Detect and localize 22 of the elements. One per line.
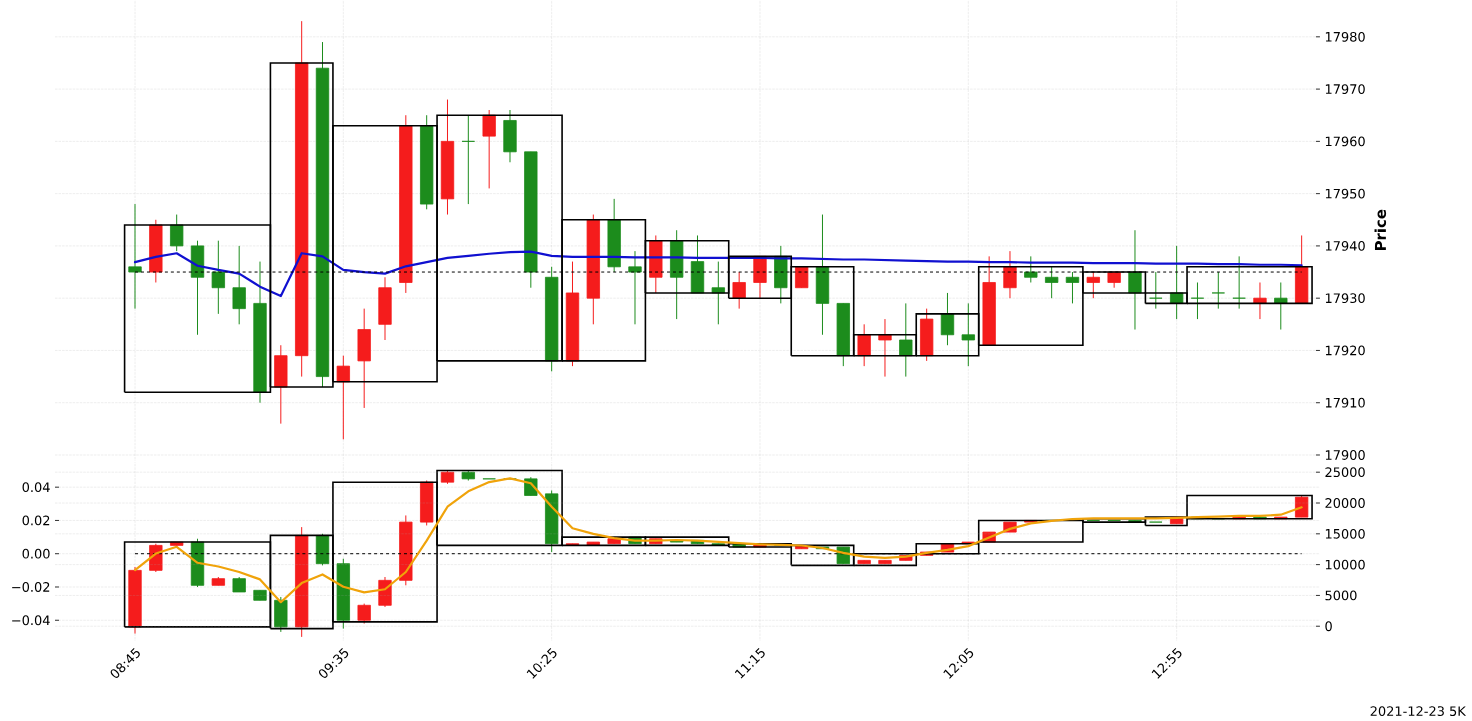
y-tick-label: 17940 <box>1325 240 1365 251</box>
y-tick-label: 0.04 <box>22 482 50 492</box>
text: 2021-12-23 5K <box>1370 706 1467 716</box>
y2-tick-label: 25000 <box>1325 467 1365 477</box>
y-tick-label: −0.04 <box>12 615 50 626</box>
y2-tick-label: 5000 <box>1325 590 1357 601</box>
y-tick-label: 17960 <box>1325 136 1365 147</box>
y-tick-label: 0.00 <box>22 548 50 559</box>
y2-tick-label: 15000 <box>1325 528 1365 539</box>
y-tick-label: 0.02 <box>22 515 50 526</box>
y-tick-label: 17980 <box>1325 31 1365 42</box>
y-tick-label: 17910 <box>1325 397 1365 408</box>
y-tick-label: 17900 <box>1325 449 1365 460</box>
y-tick-label: −0.02 <box>12 581 50 592</box>
y2-tick-label: 20000 <box>1325 498 1365 508</box>
y2-tick-label: 0 <box>1325 621 1332 632</box>
y-axis-title: Price <box>1374 209 1387 250</box>
y-tick-label: 17950 <box>1325 188 1365 199</box>
y2-tick-label: 10000 <box>1325 559 1365 570</box>
y-tick-label: 17970 <box>1325 84 1365 94</box>
y-tick-label: 17920 <box>1325 345 1365 356</box>
y-tick-label: 17930 <box>1325 293 1365 303</box>
